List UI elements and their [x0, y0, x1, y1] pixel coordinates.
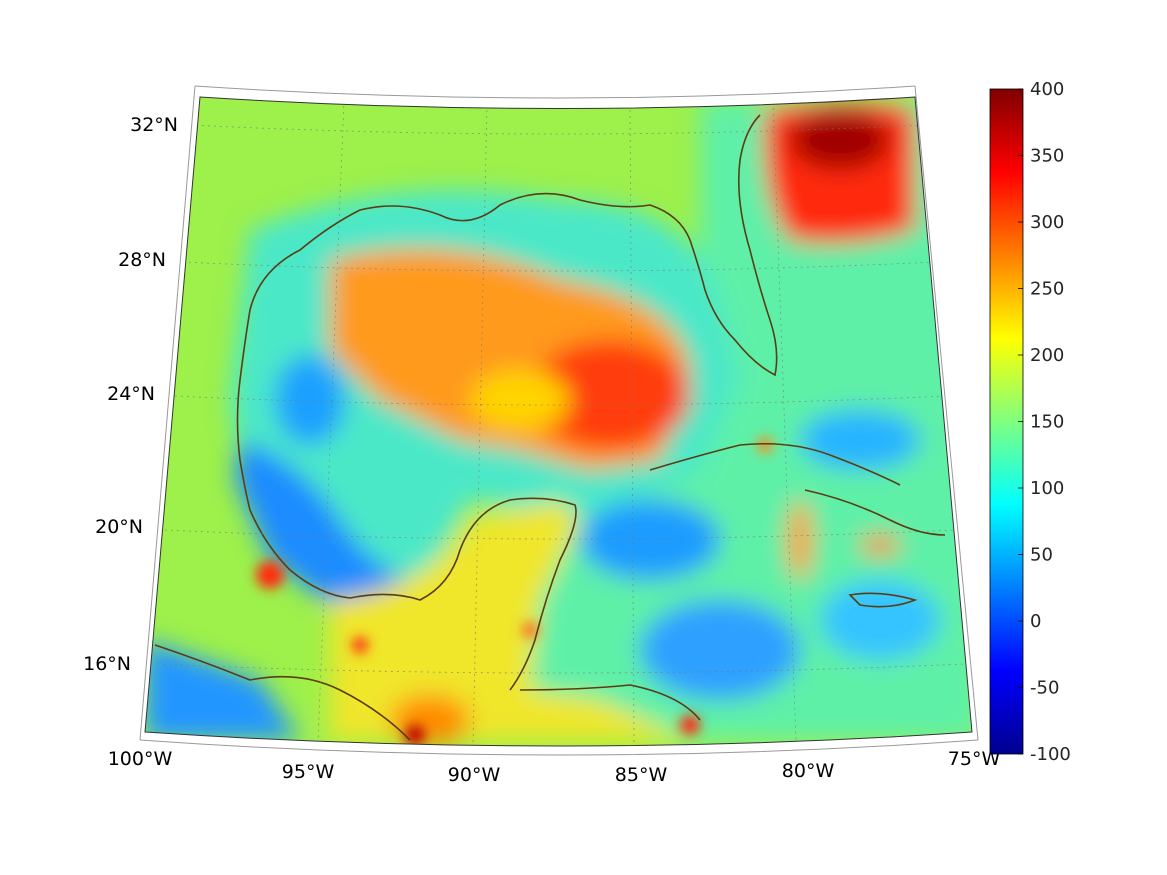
- colorbar-ticks: 400 350 300 250 200 150 100 50 0 -50 -100: [1018, 79, 1071, 765]
- lon-label: 85°W: [615, 764, 668, 786]
- lon-label: 90°W: [448, 764, 501, 786]
- colorbar-tick-label: 50: [1030, 545, 1053, 566]
- colorbar-tick-label: 400: [1030, 79, 1064, 100]
- graticule: [156, 99, 966, 746]
- lat-labels: 32°N 28°N 24°N 20°N 16°N: [83, 114, 178, 675]
- lat-label: 24°N: [107, 383, 155, 405]
- lat-label: 28°N: [118, 249, 166, 271]
- colorbar-tick-label: 200: [1030, 345, 1064, 366]
- colorbar: 400 350 300 250 200 150 100 50 0 -50 -100: [989, 79, 1071, 765]
- lat-label: 20°N: [95, 516, 143, 538]
- colorbar-tick-label: 300: [1030, 212, 1064, 233]
- colorbar-tick-label: 350: [1030, 146, 1064, 167]
- lon-label: 95°W: [282, 761, 335, 783]
- colorbar-tick-label: 250: [1030, 279, 1064, 300]
- colorbar-tick-label: -50: [1030, 678, 1059, 699]
- colorbar-tick-label: 0: [1030, 611, 1041, 632]
- colorbar-tick-label: 150: [1030, 412, 1064, 433]
- lon-label: 80°W: [782, 760, 835, 782]
- lon-label: 75°W: [948, 748, 1001, 770]
- lon-labels: 100°W 95°W 90°W 85°W 80°W 75°W: [108, 748, 1001, 786]
- lon-label: 100°W: [108, 748, 173, 770]
- coastlines: [154, 114, 946, 741]
- lat-label: 16°N: [83, 653, 131, 675]
- colorbar-tick-label: -100: [1030, 744, 1071, 765]
- map-frame: [139, 85, 979, 756]
- colorbar-tick-label: 100: [1030, 478, 1064, 499]
- lat-label: 32°N: [130, 114, 178, 136]
- map-heatmap: [145, 97, 972, 746]
- colorbar-gradient: [989, 88, 1024, 755]
